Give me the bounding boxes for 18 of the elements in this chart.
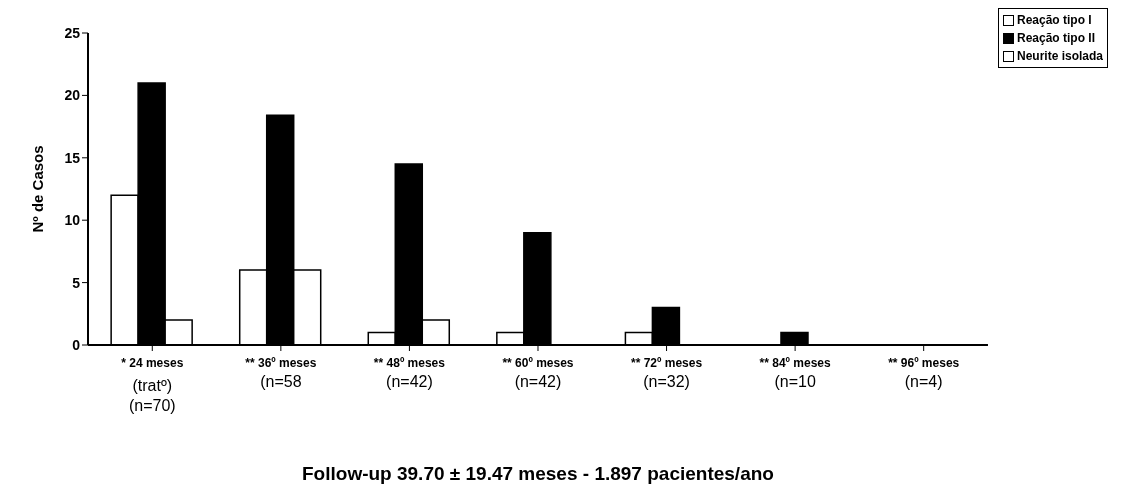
y-tick-label: 5 <box>72 274 81 291</box>
x-tick-label: ** 84º meses (n=10 <box>759 356 831 390</box>
x-tick-label: * 24 meses (tratº) (n=70) <box>121 356 184 414</box>
y-tick-label: 10 <box>64 212 81 229</box>
y-axis-title: Nº de Casos <box>29 145 47 233</box>
legend-label: Reação tipo I <box>1016 12 1092 29</box>
x-axis-title: Follow-up 39.70 ± 19.47 meses - 1.897 pacientes/ano <box>302 463 774 484</box>
y-tick-label: 20 <box>64 87 81 104</box>
legend-label: Reação tipo II <box>1016 30 1095 47</box>
x-tick-label: ** 60º meses (n=42) <box>502 356 574 390</box>
legend-label: Neurite isolada <box>1016 48 1103 65</box>
y-tick-label: 0 <box>72 336 81 353</box>
x-tick-label: ** 96º meses (n=4) <box>888 356 960 390</box>
y-tick-label: 15 <box>64 149 81 166</box>
x-tick-label: ** 36º meses (n=58 <box>245 356 317 390</box>
x-tick-label: ** 48º meses (n=42) <box>373 356 446 390</box>
y-tick-label: 25 <box>64 24 81 41</box>
x-tick-label: ** 72º meses (n=32) <box>631 356 703 390</box>
